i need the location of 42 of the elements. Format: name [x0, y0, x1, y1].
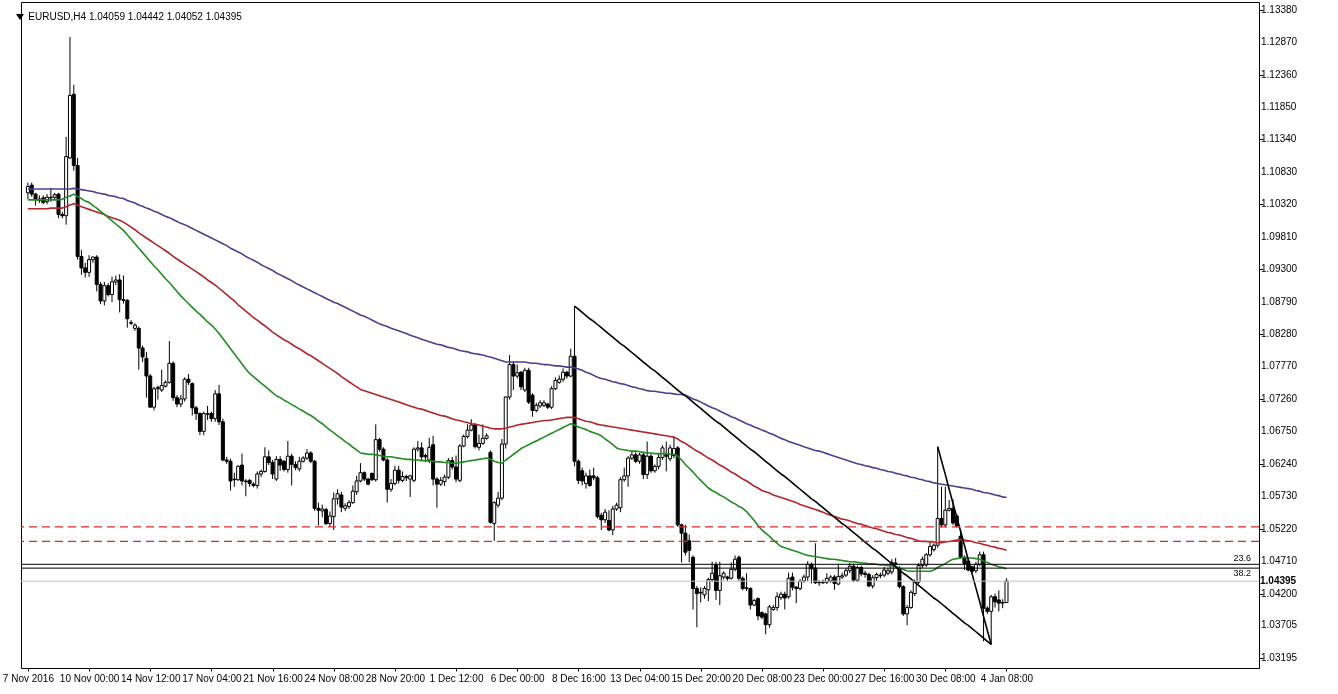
y-tick-label: 1.11850 — [1261, 100, 1297, 112]
y-tick-label: 1.08790 — [1261, 295, 1298, 307]
x-tick-label: 27 Dec 16:00 — [854, 672, 915, 684]
y-tick-label: 1.09300 — [1261, 263, 1298, 275]
y-tick-label: 1.03195 — [1261, 651, 1298, 663]
x-tick-label: 4 Jan 08:00 — [980, 672, 1034, 684]
y-tick-label: 1.10830 — [1261, 165, 1298, 177]
x-tick-label: 6 Dec 00:00 — [490, 672, 546, 684]
x-tick-label: 17 Nov 04:00 — [182, 672, 243, 684]
x-tick-label: 30 Dec 08:00 — [916, 672, 976, 684]
annotation: 23.6 — [1233, 553, 1251, 564]
x-tick-label: 23 Dec 00:00 — [793, 672, 854, 684]
y-tick-label: 1.08280 — [1261, 328, 1298, 340]
y-tick-label: 1.11340 — [1261, 133, 1297, 145]
x-tick-label: 7 Nov 2016 — [2, 672, 55, 684]
y-tick-label: 1.10320 — [1261, 198, 1298, 210]
x-tick-label: 14 Nov 12:00 — [120, 672, 181, 684]
x-tick-label: 1 Dec 12:00 — [429, 672, 484, 684]
y-tick-label: 1.09810 — [1261, 230, 1298, 242]
y-tick-label: 1.05730 — [1261, 490, 1298, 502]
x-tick-label: 10 Nov 00:00 — [59, 672, 120, 684]
y-tick-label: 1.04710 — [1261, 555, 1298, 567]
x-tick-label: 13 Dec 04:00 — [610, 672, 671, 684]
x-tick-label: 24 Nov 08:00 — [304, 672, 365, 684]
annotation: 38.2 — [1233, 568, 1251, 579]
y-tick-label: 1.06240 — [1261, 457, 1298, 469]
y-tick-label: 1.05220 — [1261, 522, 1298, 534]
y-tick-label: 1.13380 — [1261, 3, 1298, 15]
y-tick-label: 1.06750 — [1261, 425, 1298, 437]
x-tick-label: 8 Dec 16:00 — [551, 672, 607, 684]
x-tick-label: 28 Nov 20:00 — [365, 672, 426, 684]
y-tick-label: 1.07770 — [1261, 360, 1298, 372]
y-tick-label: 1.07260 — [1261, 392, 1298, 404]
y-tick-label: 1.12870 — [1261, 36, 1298, 48]
x-tick-label: 21 Nov 16:00 — [243, 672, 304, 684]
ref-line-label: 1.04395 — [1260, 575, 1297, 587]
y-tick-label: 1.12360 — [1261, 68, 1298, 80]
x-tick-label: 20 Dec 08:00 — [732, 672, 793, 684]
text: EURUSD,H4 1.04059 1.04442 1.04052 1.04395 — [28, 11, 243, 22]
y-tick-label: 1.04200 — [1261, 587, 1298, 599]
x-tick-label: 15 Dec 20:00 — [671, 672, 732, 684]
y-tick-label: 1.03705 — [1261, 619, 1298, 631]
